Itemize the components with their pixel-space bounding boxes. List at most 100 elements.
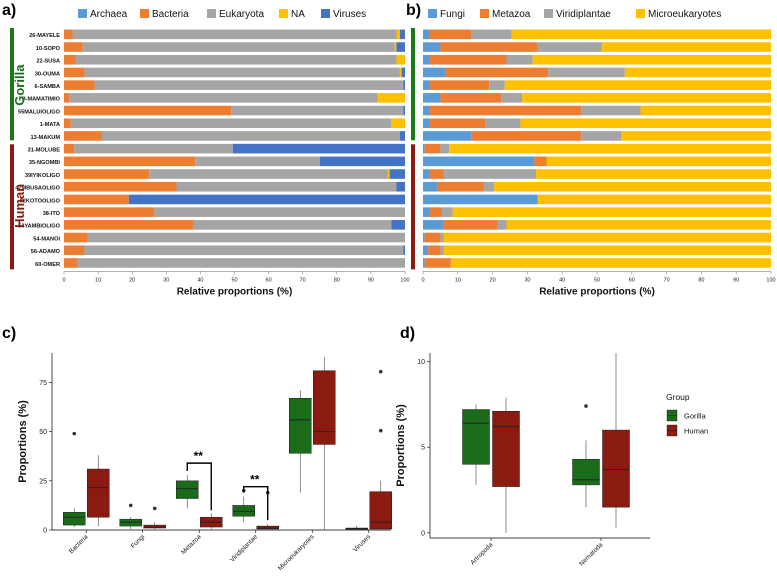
bar-segment-bacteria xyxy=(64,67,85,78)
bar-segment-bacteria xyxy=(64,232,88,243)
box-gorilla xyxy=(462,409,490,465)
x-tick-label: 100 xyxy=(400,277,409,283)
bar-segment-metazoa xyxy=(445,67,549,78)
bar-segment-microeukaryotes xyxy=(443,245,771,256)
bar-segment-bacteria xyxy=(64,220,194,230)
bar-segment-eukaryota xyxy=(77,258,405,268)
outlier-point xyxy=(378,369,383,374)
group-bar-gorilla-b xyxy=(411,28,415,141)
bar-segment-viridiplantae xyxy=(501,93,523,103)
box-gorilla xyxy=(176,480,199,499)
bar-segment-metazoa xyxy=(428,245,441,256)
bar-segment-fungi xyxy=(423,42,441,52)
bar-segment-microeukaryotes xyxy=(449,143,771,154)
bar-segment-metazoa xyxy=(534,156,547,167)
x-tick-label: 50 xyxy=(594,277,600,283)
bar-segment-microeukaryotes xyxy=(520,118,771,129)
x-tick-label: 30 xyxy=(163,277,169,283)
outlier-point xyxy=(378,428,383,433)
panel-label: c) xyxy=(2,325,16,342)
bar-segment-viridiplantae xyxy=(443,169,537,179)
box-human xyxy=(369,491,392,530)
bar-segment-microeukaryotes xyxy=(452,207,771,217)
x-tick-label: 90 xyxy=(368,277,374,283)
bar-segment-viruses xyxy=(391,220,405,230)
bar-segment-bacteria xyxy=(64,207,155,217)
box-human xyxy=(143,524,166,529)
x-tick-label: 0 xyxy=(62,277,65,283)
x-tick-label: Nematoda xyxy=(578,541,604,567)
bar-segment-fungi xyxy=(423,194,538,205)
bar-segment-bacteria xyxy=(64,93,70,103)
sample-label: 39IYIKOLIGO xyxy=(25,173,61,179)
bar-segment-viruses xyxy=(396,181,406,192)
bar-segment-viridiplantae xyxy=(440,143,450,154)
box-gorilla xyxy=(572,458,600,486)
bar-segment-bacteria xyxy=(64,143,75,154)
bar-segment-eukaryota xyxy=(87,232,406,243)
sample-label: 53YAMBIOLIGO xyxy=(18,224,60,230)
bar-segment-viridiplantae xyxy=(548,67,625,78)
bar-segment-fungi xyxy=(423,93,441,103)
x-tick-label: 10 xyxy=(455,277,461,283)
y-tick-label: 0 xyxy=(43,528,47,535)
bar-segment-viridiplantae xyxy=(581,131,622,141)
bar-segment-fungi xyxy=(423,143,425,154)
bar-segment-microeukaryotes xyxy=(621,131,771,141)
bar-segment-eukaryota xyxy=(149,169,388,179)
bar-segment-metazoa xyxy=(429,105,582,116)
bar-segment-viridiplantae xyxy=(442,207,453,217)
group-label-human: Human xyxy=(12,184,27,228)
bar-segment-eukaryota xyxy=(82,42,395,52)
sample-label: 56-ADAMO xyxy=(31,249,61,255)
x-tick-label: Artropoda xyxy=(469,541,494,566)
x-tick-label: 20 xyxy=(129,277,135,283)
bar-segment-bacteria xyxy=(64,258,78,268)
significance-label: ** xyxy=(250,473,260,487)
legend-swatch-fungi xyxy=(428,9,437,18)
bar-segment-metazoa xyxy=(429,29,472,40)
bar-segment-viridiplantae xyxy=(485,118,521,129)
bar-segment-viruses xyxy=(403,245,406,256)
box-human xyxy=(492,410,520,487)
x-tick-label: 10 xyxy=(95,277,101,283)
outlier-point xyxy=(72,431,77,436)
bar-segment-viruses xyxy=(399,131,405,141)
bar-segment-eukaryota xyxy=(72,29,397,40)
legend-label-archaea: Archaea xyxy=(90,9,128,20)
y-tick-label: 5 xyxy=(421,445,425,452)
bar-segment-na xyxy=(394,42,397,52)
sample-label: 32KOTOOLIGO xyxy=(20,198,61,204)
bar-segment-microeukaryotes xyxy=(624,67,771,78)
bar-segment-eukaryota xyxy=(75,54,397,65)
bar-segment-microeukaryotes xyxy=(450,258,771,268)
bar-segment-viridiplantae xyxy=(489,80,505,90)
bar-segment-microeukaryotes xyxy=(443,232,771,243)
box-human xyxy=(313,370,336,445)
bar-segment-viridiplantae xyxy=(506,54,533,65)
bar-segment-eukaryota xyxy=(193,220,392,230)
bar-segment-eukaryota xyxy=(84,67,400,78)
bar-segment-viridiplantae xyxy=(440,232,444,243)
bar-segment-eukaryota xyxy=(94,80,404,90)
bar-segment-microeukaryotes xyxy=(546,156,771,167)
bar-segment-metazoa xyxy=(429,80,490,90)
bar-segment-eukaryota xyxy=(84,245,404,256)
legend-swatch-viridiplantae xyxy=(544,9,553,18)
bar-segment-na xyxy=(396,54,405,65)
stacked-bar-chart-a: 26-MAYELE 10-SOPO 22-SUSA 30-OUMA 6-SAMBA 3-M… xyxy=(15,9,410,297)
bar-segment-viruses xyxy=(403,105,406,116)
bar-segment-bacteria xyxy=(64,29,73,40)
x-tick-label: 40 xyxy=(559,277,565,283)
bar-segment-fungi xyxy=(423,169,430,179)
bar-segment-microeukaryotes xyxy=(504,80,771,90)
sample-label: 6-SAMBA xyxy=(35,84,60,90)
sample-label: 13-MAKUM xyxy=(30,135,60,141)
sample-label: 60-OMER xyxy=(35,262,60,268)
bar-segment-viridiplantae xyxy=(471,29,512,40)
sample-label: 55MALUIOLIGO xyxy=(18,109,61,115)
bar-segment-viruses xyxy=(399,29,406,40)
bar-segment-metazoa xyxy=(440,42,538,52)
x-tick-label: Bacteria xyxy=(68,533,90,555)
